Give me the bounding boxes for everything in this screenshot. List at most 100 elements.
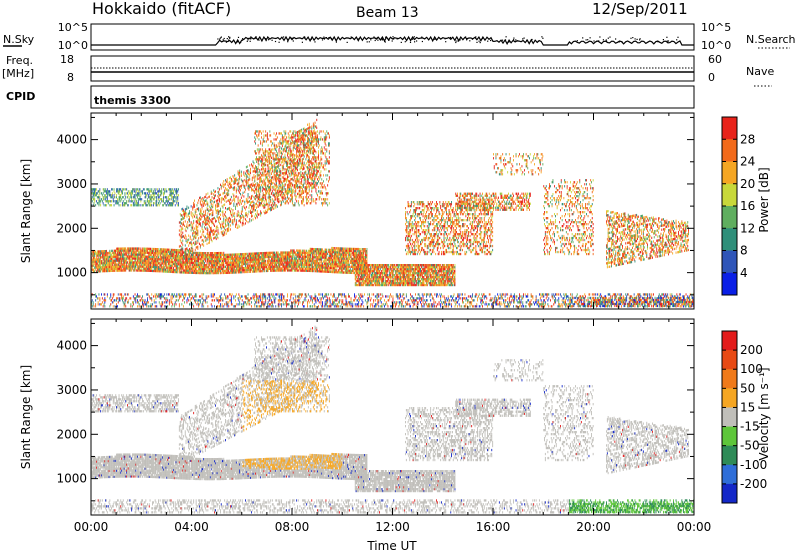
heatmap-cell: [127, 261, 128, 263]
heatmap-cell: [109, 266, 110, 268]
heatmap-cell: [145, 270, 146, 272]
heatmap-cell: [94, 255, 95, 257]
heatmap-cell: [170, 271, 171, 273]
heatmap-cell: [148, 268, 149, 270]
heatmap-cell: [126, 263, 127, 265]
heatmap-cell: [118, 262, 119, 264]
nsearch-point: [632, 37, 633, 38]
heatmap-cell: [198, 264, 199, 266]
heatmap-cell: [171, 249, 172, 251]
heatmap-cell: [156, 260, 157, 262]
heatmap-cell: [150, 256, 151, 258]
heatmap-cell: [192, 254, 193, 256]
heatmap-cell: [155, 262, 156, 264]
heatmap-cell: [194, 268, 195, 270]
heatmap-cell: [198, 256, 199, 258]
heatmap-cell: [164, 248, 165, 250]
heatmap-cell: [159, 250, 160, 252]
nsearch-point: [422, 41, 423, 42]
heatmap-cell: [200, 270, 201, 272]
nsearch-point: [475, 36, 476, 37]
heatmap-cell: [163, 266, 164, 268]
heatmap-cell: [149, 256, 150, 258]
heatmap-cell: [187, 262, 188, 264]
heatmap-cell: [202, 268, 203, 270]
heatmap-cell: [120, 256, 121, 258]
heatmap-cell: [134, 265, 135, 267]
heatmap-cell: [188, 256, 189, 258]
nsearch-point: [367, 41, 368, 42]
heatmap-cell: [120, 262, 121, 264]
heatmap-cell: [209, 256, 210, 258]
heatmap-cell: [154, 260, 155, 262]
heatmap-cell: [196, 270, 197, 272]
heatmap-cell: [120, 250, 121, 252]
heatmap-cell: [100, 264, 101, 266]
heatmap-cell: [143, 262, 144, 264]
heatmap-cell: [196, 258, 197, 260]
heatmap-cell: [193, 266, 194, 268]
heatmap-cell: [158, 254, 159, 256]
heatmap-cell: [158, 260, 159, 262]
nsearch-point: [412, 39, 413, 40]
nsearch-point: [358, 38, 359, 39]
heatmap-cell: [156, 248, 157, 250]
heatmap-cell: [174, 255, 175, 257]
nsky-tick-top: 10^5: [58, 21, 88, 34]
heatmap-cell: [138, 269, 139, 271]
heatmap-cell: [127, 257, 128, 259]
heatmap-cell: [154, 264, 155, 266]
heatmap-cell: [156, 268, 157, 270]
heatmap-cell: [117, 248, 118, 250]
heatmap-cell: [199, 270, 200, 272]
heatmap-cell: [177, 263, 178, 265]
heatmap-cell: [156, 258, 157, 260]
nsearch-point: [639, 39, 640, 40]
heatmap-cell: [195, 262, 196, 264]
heatmap-cell: [138, 251, 139, 253]
heatmap-cell: [143, 250, 144, 252]
heatmap-cell: [156, 252, 157, 254]
heatmap-cell: [123, 255, 124, 257]
heatmap-cell: [106, 252, 107, 254]
heatmap-cell: [104, 268, 105, 270]
heatmap-cell: [115, 266, 116, 268]
heatmap-cell: [123, 267, 124, 269]
heatmap-cell: [202, 256, 203, 258]
heatmap-cell: [209, 254, 210, 256]
heatmap-cell: [165, 250, 166, 252]
heatmap-cell: [150, 270, 151, 272]
nsearch-point: [228, 39, 229, 40]
heatmap-cell: [114, 264, 115, 266]
heatmap-cell: [110, 266, 111, 268]
heatmap-cell: [164, 266, 165, 268]
heatmap-cell: [115, 260, 116, 262]
heatmap-cell: [157, 262, 158, 264]
heatmap-cell: [105, 254, 106, 256]
heatmap-cell: [105, 268, 106, 270]
heatmap-cell: [118, 254, 119, 256]
nsearch-point: [279, 42, 280, 43]
heatmap-cell: [112, 256, 113, 258]
heatmap-cell: [192, 258, 193, 260]
heatmap-cell: [208, 256, 209, 258]
heatmap-cell: [145, 250, 146, 252]
heatmap-cell: [139, 265, 140, 267]
heatmap-cell: [162, 256, 163, 258]
heatmap-cell: [104, 270, 105, 272]
heatmap-cell: [141, 269, 142, 271]
heatmap-cell: [100, 266, 101, 268]
heatmap-cell: [172, 271, 173, 273]
heatmap-cell: [106, 250, 107, 252]
nsearch-point: [242, 40, 243, 41]
heatmap-cell: [147, 260, 148, 262]
heatmap-cell: [115, 264, 116, 266]
heatmap-cell: [194, 262, 195, 264]
heatmap-cell: [178, 251, 179, 253]
heatmap-cell: [207, 260, 208, 262]
heatmap-cell: [142, 254, 143, 256]
heatmap-cell: [119, 264, 120, 266]
heatmap-cell: [116, 264, 117, 266]
heatmap-cell: [95, 266, 96, 268]
heatmap-cell: [100, 260, 101, 262]
